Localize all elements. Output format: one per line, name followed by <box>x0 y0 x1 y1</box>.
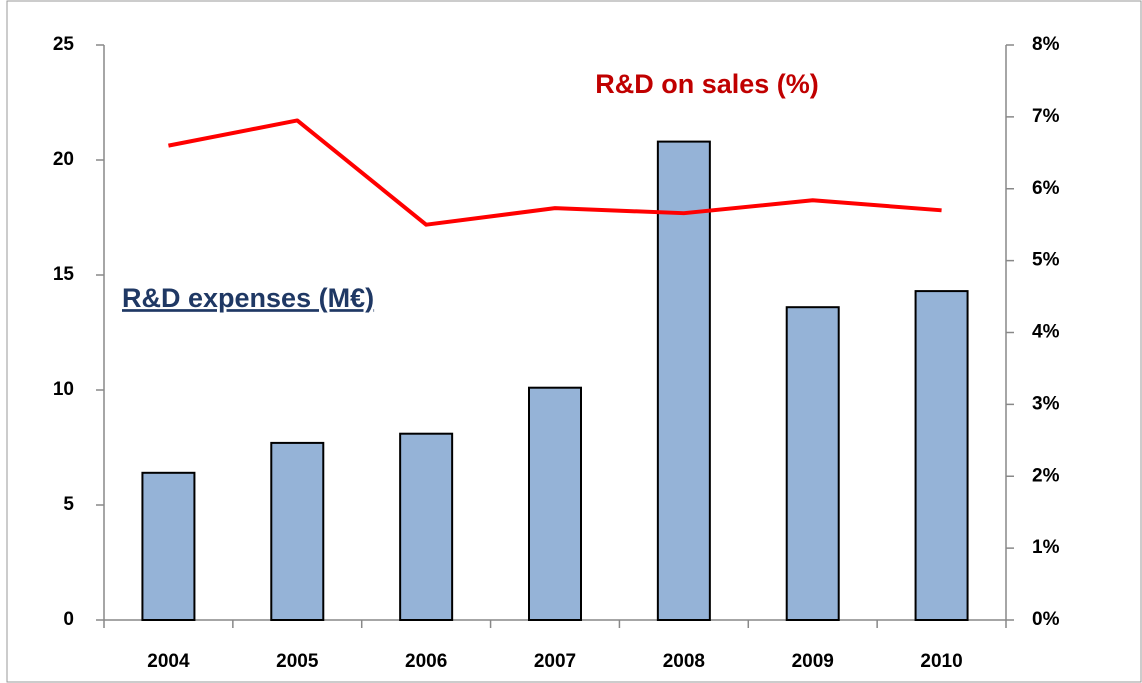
y-tick-label: 15 <box>53 264 75 285</box>
y-tick-label: 20 <box>53 149 74 170</box>
x-tick-label: 2010 <box>920 651 962 672</box>
y2-tick-label: 0% <box>1032 609 1060 630</box>
y2-tick-label: 3% <box>1032 393 1060 414</box>
bar <box>270 441 325 621</box>
y2-tick-label: 6% <box>1032 178 1060 199</box>
bar <box>399 432 454 622</box>
y-tick-label: 25 <box>53 34 75 55</box>
legend-label: R&D expenses (M€) <box>122 283 374 313</box>
y-tick-label: 0 <box>63 609 74 630</box>
x-tick-label: 2008 <box>663 651 705 672</box>
x-tick-label: 2005 <box>276 651 319 672</box>
y2-tick-label: 1% <box>1032 537 1060 558</box>
x-tick-label: 2004 <box>147 651 190 672</box>
y2-tick-label: 2% <box>1032 465 1060 486</box>
x-tick-label: 2009 <box>792 651 834 672</box>
chart-frame <box>6 0 1142 683</box>
bar <box>914 290 969 621</box>
bar <box>528 386 582 622</box>
line <box>168 118 942 227</box>
x-tick-label: 2006 <box>405 651 447 672</box>
x-tick-label: 2007 <box>534 651 576 672</box>
bar <box>785 306 840 621</box>
y2-tick-label: 5% <box>1032 250 1060 271</box>
bar <box>141 471 196 621</box>
y2-tick-label: 7% <box>1032 106 1060 127</box>
y2-tick-label: 4% <box>1032 322 1060 343</box>
y2-tick-label: 8% <box>1032 34 1060 55</box>
legend-label: R&D on sales (%) <box>595 69 819 99</box>
bar <box>656 140 711 621</box>
y-tick-label: 5 <box>63 494 74 515</box>
y-tick-label: 10 <box>53 379 74 400</box>
